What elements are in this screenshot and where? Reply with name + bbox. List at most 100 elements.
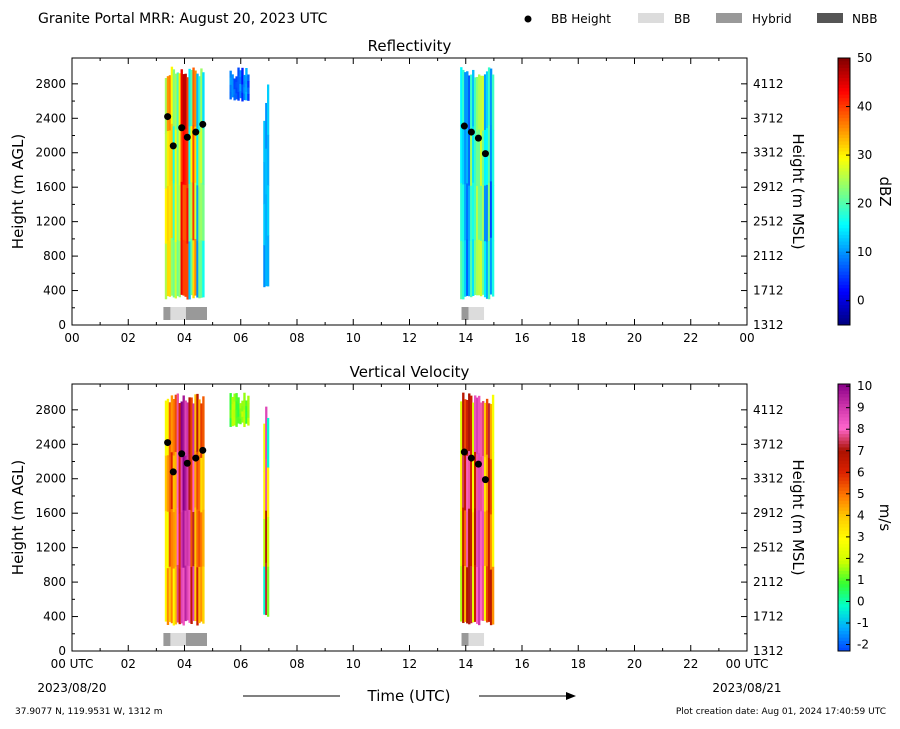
colorbar-step [838,158,850,162]
y-right-tick-label: 1712 [753,610,784,624]
heatmap-cell [190,567,193,624]
colorbar: 0 10 20 30 40 50 dBZ [837,51,894,326]
start-date-label: 2023/08/20 [37,681,106,695]
heatmap-cell [479,240,483,297]
colorbar-step [838,647,850,652]
colorbar-step [838,241,850,246]
colorbar-step [838,440,850,445]
heatmap-cell [474,395,477,453]
heatmap-cell [464,565,467,622]
heatmap-cell [468,566,471,625]
heatmap-cell [468,508,471,567]
x-tick-label: 08 [289,331,304,345]
colorbar-tick-label: 8 [857,422,865,436]
heatmap-cell [267,467,270,518]
colorbar-step [838,124,850,129]
x-tick-label: 12 [402,657,417,671]
colorbar-step [838,188,850,192]
colorbar-tick-label: 1 [857,573,865,587]
colorbar-step [838,390,850,395]
heatmap-cell [239,70,242,78]
colorbar-step [838,470,850,475]
legend-bb-height-label: BB Height [551,12,611,26]
heatmap-cell [245,411,248,419]
heatmap-cell [233,78,236,85]
colorbar-step [838,204,850,209]
heatmap-cell [202,184,205,242]
heatmap-cell [166,240,170,297]
colorbar-tick-label: 2 [857,551,865,565]
heatmap-cell [186,243,189,300]
bb-height-point [481,150,489,158]
heatmap-cell [483,402,487,458]
heatmap-cell [476,240,479,296]
colorbar-step [838,637,850,642]
heatmap-cell [196,129,199,186]
heatmap-cell [265,102,268,150]
colorbar-tick-label: 40 [857,100,872,114]
colorbar-step [838,218,850,223]
heatmap-cell [192,457,195,513]
heatmap-cell [229,91,232,100]
y-right-tick-label: 3712 [753,437,784,451]
heatmap-cell [186,188,189,245]
heatmap-cell [464,72,467,129]
colorbar-step [838,560,850,565]
y-right-tick-label: 1312 [753,318,784,332]
colorbar-tick-label: 4 [857,508,865,522]
heatmap-cell [474,131,477,187]
bb-height-point [474,134,482,142]
heatmap-cell [263,120,266,163]
colorbar-step [838,268,850,273]
bb-class-hybrid-segment [163,307,171,320]
x-tick-label: 02 [121,657,136,671]
colorbar-step [838,231,850,236]
heatmap-cell [229,84,232,93]
heatmap-cell [485,566,489,623]
bb-height-point [199,446,207,454]
bb-height-point [164,113,172,121]
heatmap-cell [200,403,203,459]
y-tick-label: 2800 [35,77,66,91]
heatmap-cell [170,66,174,125]
x-tick-label: 06 [233,331,248,345]
heatmap-cell [263,423,266,472]
heatmap-cell [265,194,268,241]
heatmap-cell [241,406,244,412]
x-tick-label: 20 [627,331,642,345]
heatmap-cell [168,457,172,513]
heatmap-cell [487,125,491,184]
heatmap-cell [476,185,479,241]
heatmap-cell [241,67,244,77]
colorbar-tick-label: 0 [857,294,865,308]
heatmap-cell [472,126,475,184]
colorbar-step [838,490,850,495]
colorbar-step [838,184,850,189]
colorbar-step [838,274,850,279]
colorbar-step [838,527,850,532]
heatmap-cell [481,185,485,241]
heatmap-cell [229,70,232,79]
y-right-tick-label: 4112 [753,403,784,417]
colorbar-tick-label: -2 [857,638,869,652]
colorbar-step [838,564,850,569]
heatmap-cell [243,418,246,428]
heatmap-cell [239,413,242,420]
heatmap-cell [231,85,234,92]
heatmap-cell [462,507,465,566]
heatmap-cell [166,455,170,513]
heatmap-cell [265,562,268,616]
heatmap-cell [174,509,178,568]
colorbar-step [838,604,850,609]
heatmap-cell [479,511,483,567]
heatmap-cell [483,511,487,567]
heatmap-cell [483,457,487,512]
heatmap [164,66,495,300]
heatmap-cell [489,237,493,295]
heatmap-cell [182,567,185,626]
colorbar-step [838,460,850,465]
bb-class-hybrid-segment [185,633,207,646]
colorbar-step [838,590,850,595]
heatmap-cell [470,566,473,624]
colorbar-step [838,454,850,458]
